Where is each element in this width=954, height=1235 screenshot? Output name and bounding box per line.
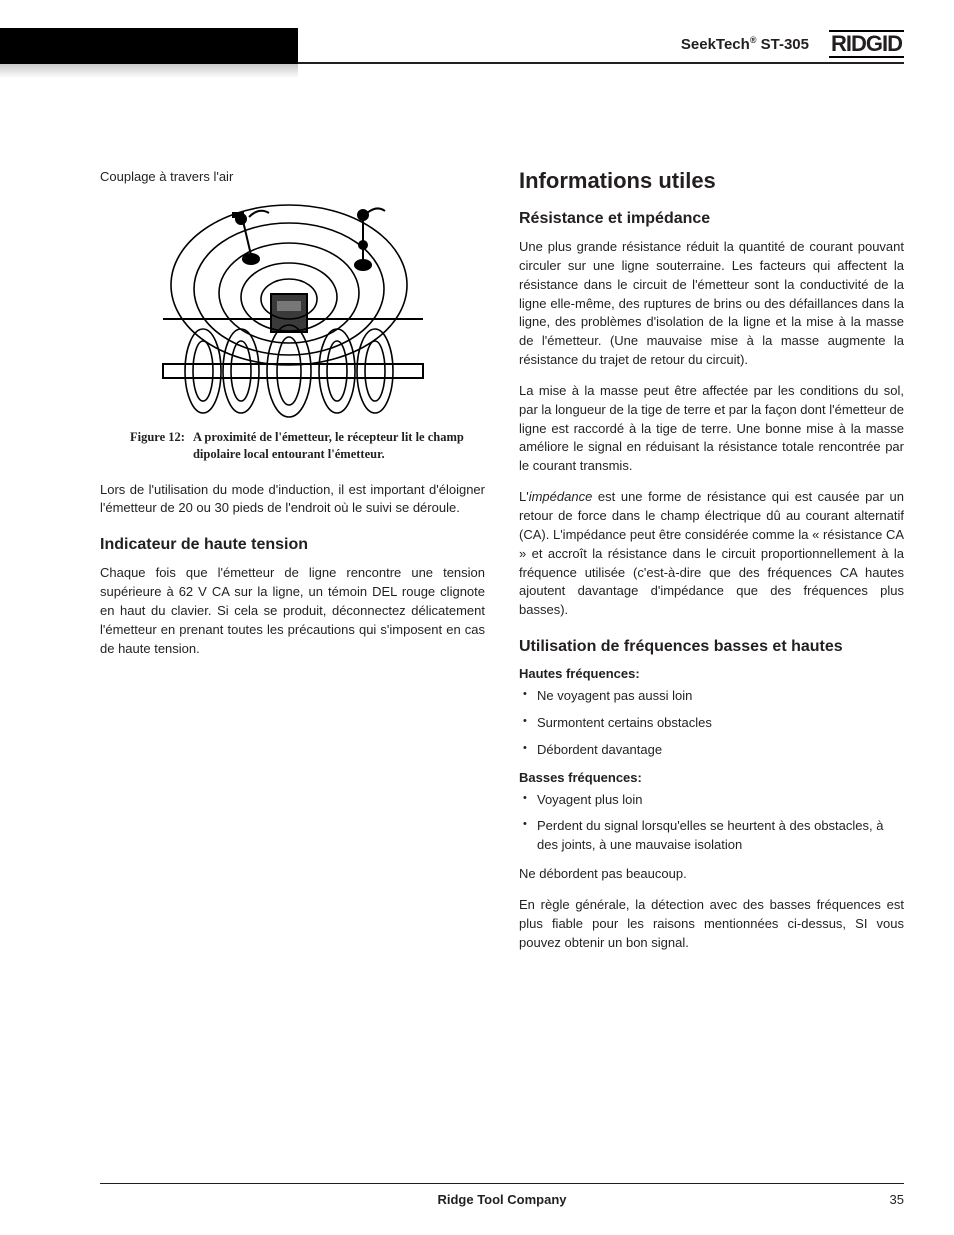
resist-p1: Une plus grande résistance réduit la qua… xyxy=(519,238,904,370)
header-right: SeekTech® ST-305 RIDGID xyxy=(681,30,904,58)
freq-note-2: En règle générale, la détection avec des… xyxy=(519,896,904,953)
figure-12-caption: Figure 12: A proximité de l'émetteur, le… xyxy=(130,429,465,463)
resist-heading: Résistance et impédance xyxy=(519,210,904,228)
low-freq-list: Voyagent plus loin Perdent du signal lor… xyxy=(519,791,904,856)
low-freq-label: Basses fréquences: xyxy=(519,770,904,785)
figure-label: Figure 12: xyxy=(130,429,185,463)
figure-text: A proximité de l'émetteur, le récepteur … xyxy=(193,429,465,463)
header-rule xyxy=(298,62,904,64)
page-header: SeekTech® ST-305 RIDGID xyxy=(0,0,954,78)
hv-body: Chaque fois que l'émetteur de ligne renc… xyxy=(100,564,485,658)
freq-heading: Utilisation de fréquences basses et haut… xyxy=(519,638,904,656)
left-column: Couplage à travers l'air xyxy=(100,168,485,964)
resist-p3-pre: L' xyxy=(519,489,529,504)
header-gray-bar xyxy=(0,64,298,78)
product-model: ST-305 xyxy=(761,36,809,53)
high-freq-label: Hautes fréquences: xyxy=(519,666,904,681)
resist-p3: L'impédance est une forme de résistance … xyxy=(519,488,904,620)
footer-company: Ridge Tool Company xyxy=(437,1192,566,1207)
resist-p3-post: est une forme de résistance qui est caus… xyxy=(519,489,904,617)
figure-12-box xyxy=(100,199,485,419)
page-content: Couplage à travers l'air xyxy=(0,78,954,964)
freq-note-1: Ne débordent pas beaucoup. xyxy=(519,865,904,884)
list-item: Perdent du signal lorsqu'elles se heurte… xyxy=(537,817,904,855)
info-title: Informations utiles xyxy=(519,168,904,194)
resist-p2: La mise à la masse peut être affectée pa… xyxy=(519,382,904,476)
list-item: Voyagent plus loin xyxy=(537,791,904,810)
right-column: Informations utiles Résistance et impéda… xyxy=(519,168,904,964)
list-item: Ne voyagent pas aussi loin xyxy=(537,687,904,706)
list-item: Débordent davantage xyxy=(537,741,904,760)
ridgid-logo: RIDGID xyxy=(829,30,904,58)
header-black-bar xyxy=(0,28,298,64)
list-item: Surmontent certains obstacles xyxy=(537,714,904,733)
coupling-lead: Couplage à travers l'air xyxy=(100,168,485,187)
hv-heading: Indicateur de haute tension xyxy=(100,536,485,554)
product-brand: SeekTech xyxy=(681,36,750,53)
dipolar-field-diagram xyxy=(153,199,433,419)
high-freq-list: Ne voyagent pas aussi loin Surmontent ce… xyxy=(519,687,904,760)
footer-page: 35 xyxy=(890,1192,904,1207)
impedance-term: impédance xyxy=(529,489,593,504)
induction-note: Lors de l'utilisation du mode d'inductio… xyxy=(100,481,485,519)
page-footer: Ridge Tool Company 35 xyxy=(100,1183,904,1207)
product-name: SeekTech® ST-305 xyxy=(681,35,809,53)
